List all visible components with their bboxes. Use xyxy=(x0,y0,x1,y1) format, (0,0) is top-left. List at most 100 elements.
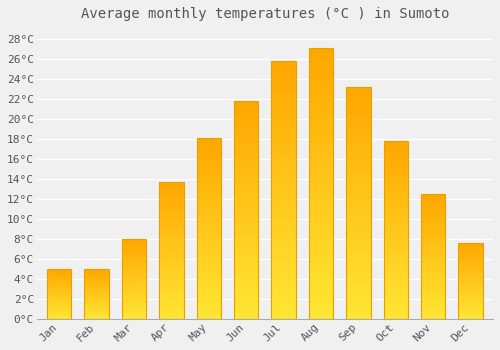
Bar xyxy=(272,107,295,113)
Bar xyxy=(159,316,184,319)
Bar xyxy=(47,295,72,296)
Bar xyxy=(346,310,370,314)
Bar xyxy=(159,245,184,248)
Bar xyxy=(384,162,408,166)
Bar xyxy=(309,292,333,297)
Bar xyxy=(421,274,446,276)
Bar xyxy=(196,156,221,160)
Bar xyxy=(159,300,184,302)
Bar xyxy=(47,291,72,292)
Bar xyxy=(234,249,258,253)
Bar xyxy=(84,286,108,287)
Bar xyxy=(272,159,295,164)
Bar xyxy=(309,194,333,200)
Bar xyxy=(196,214,221,218)
Bar xyxy=(309,270,333,275)
Bar xyxy=(384,287,408,290)
Bar xyxy=(309,97,333,102)
Bar xyxy=(272,241,295,247)
Bar xyxy=(84,289,108,290)
Bar xyxy=(84,292,108,293)
Bar xyxy=(458,266,483,267)
Bar xyxy=(309,275,333,281)
Bar xyxy=(159,292,184,294)
Bar xyxy=(84,315,108,316)
Bar xyxy=(458,243,483,319)
Bar xyxy=(234,180,258,184)
Bar xyxy=(272,102,295,107)
Bar xyxy=(84,306,108,307)
Bar xyxy=(272,257,295,262)
Bar xyxy=(234,258,258,262)
Bar xyxy=(47,306,72,307)
Bar xyxy=(272,169,295,175)
Bar xyxy=(47,286,72,287)
Bar xyxy=(458,311,483,313)
Bar xyxy=(159,297,184,300)
Bar xyxy=(421,246,446,249)
Bar xyxy=(384,230,408,233)
Bar xyxy=(234,149,258,153)
Bar xyxy=(47,308,72,309)
Bar xyxy=(421,289,446,292)
Bar xyxy=(47,307,72,308)
Bar xyxy=(234,301,258,306)
Bar xyxy=(47,285,72,286)
Bar xyxy=(421,244,446,246)
Bar xyxy=(159,264,184,267)
Bar xyxy=(346,194,370,198)
Bar xyxy=(384,176,408,180)
Bar xyxy=(47,301,72,302)
Bar xyxy=(84,269,108,319)
Bar xyxy=(309,297,333,303)
Bar xyxy=(122,273,146,274)
Bar xyxy=(458,290,483,292)
Bar xyxy=(384,194,408,198)
Bar xyxy=(272,61,295,66)
Bar xyxy=(84,297,108,298)
Bar xyxy=(421,231,446,234)
Bar xyxy=(272,128,295,133)
Bar xyxy=(159,311,184,313)
Bar xyxy=(122,284,146,285)
Bar xyxy=(159,256,184,259)
Bar xyxy=(384,273,408,276)
Bar xyxy=(122,260,146,261)
Bar xyxy=(159,206,184,209)
Bar xyxy=(159,294,184,297)
Bar xyxy=(309,308,333,314)
Bar xyxy=(458,257,483,258)
Bar xyxy=(384,280,408,283)
Bar xyxy=(159,308,184,311)
Bar xyxy=(196,225,221,229)
Bar xyxy=(234,297,258,301)
Bar xyxy=(309,86,333,91)
Bar xyxy=(159,242,184,245)
Bar xyxy=(47,277,72,278)
Bar xyxy=(122,252,146,253)
Bar xyxy=(384,233,408,237)
Bar xyxy=(122,295,146,296)
Bar xyxy=(309,265,333,270)
Bar xyxy=(47,311,72,312)
Bar xyxy=(272,200,295,205)
Bar xyxy=(421,304,446,306)
Bar xyxy=(196,138,221,319)
Bar xyxy=(458,286,483,287)
Bar xyxy=(234,253,258,258)
Bar xyxy=(309,189,333,194)
Bar xyxy=(47,269,72,319)
Bar xyxy=(47,294,72,295)
Bar xyxy=(309,205,333,211)
Bar xyxy=(196,297,221,301)
Bar xyxy=(346,268,370,273)
Bar xyxy=(384,255,408,258)
Bar xyxy=(309,140,333,146)
Bar xyxy=(384,312,408,315)
Bar xyxy=(421,226,446,229)
Bar xyxy=(421,294,446,296)
Bar xyxy=(84,318,108,319)
Bar xyxy=(272,123,295,128)
Bar xyxy=(159,223,184,226)
Bar xyxy=(159,302,184,305)
